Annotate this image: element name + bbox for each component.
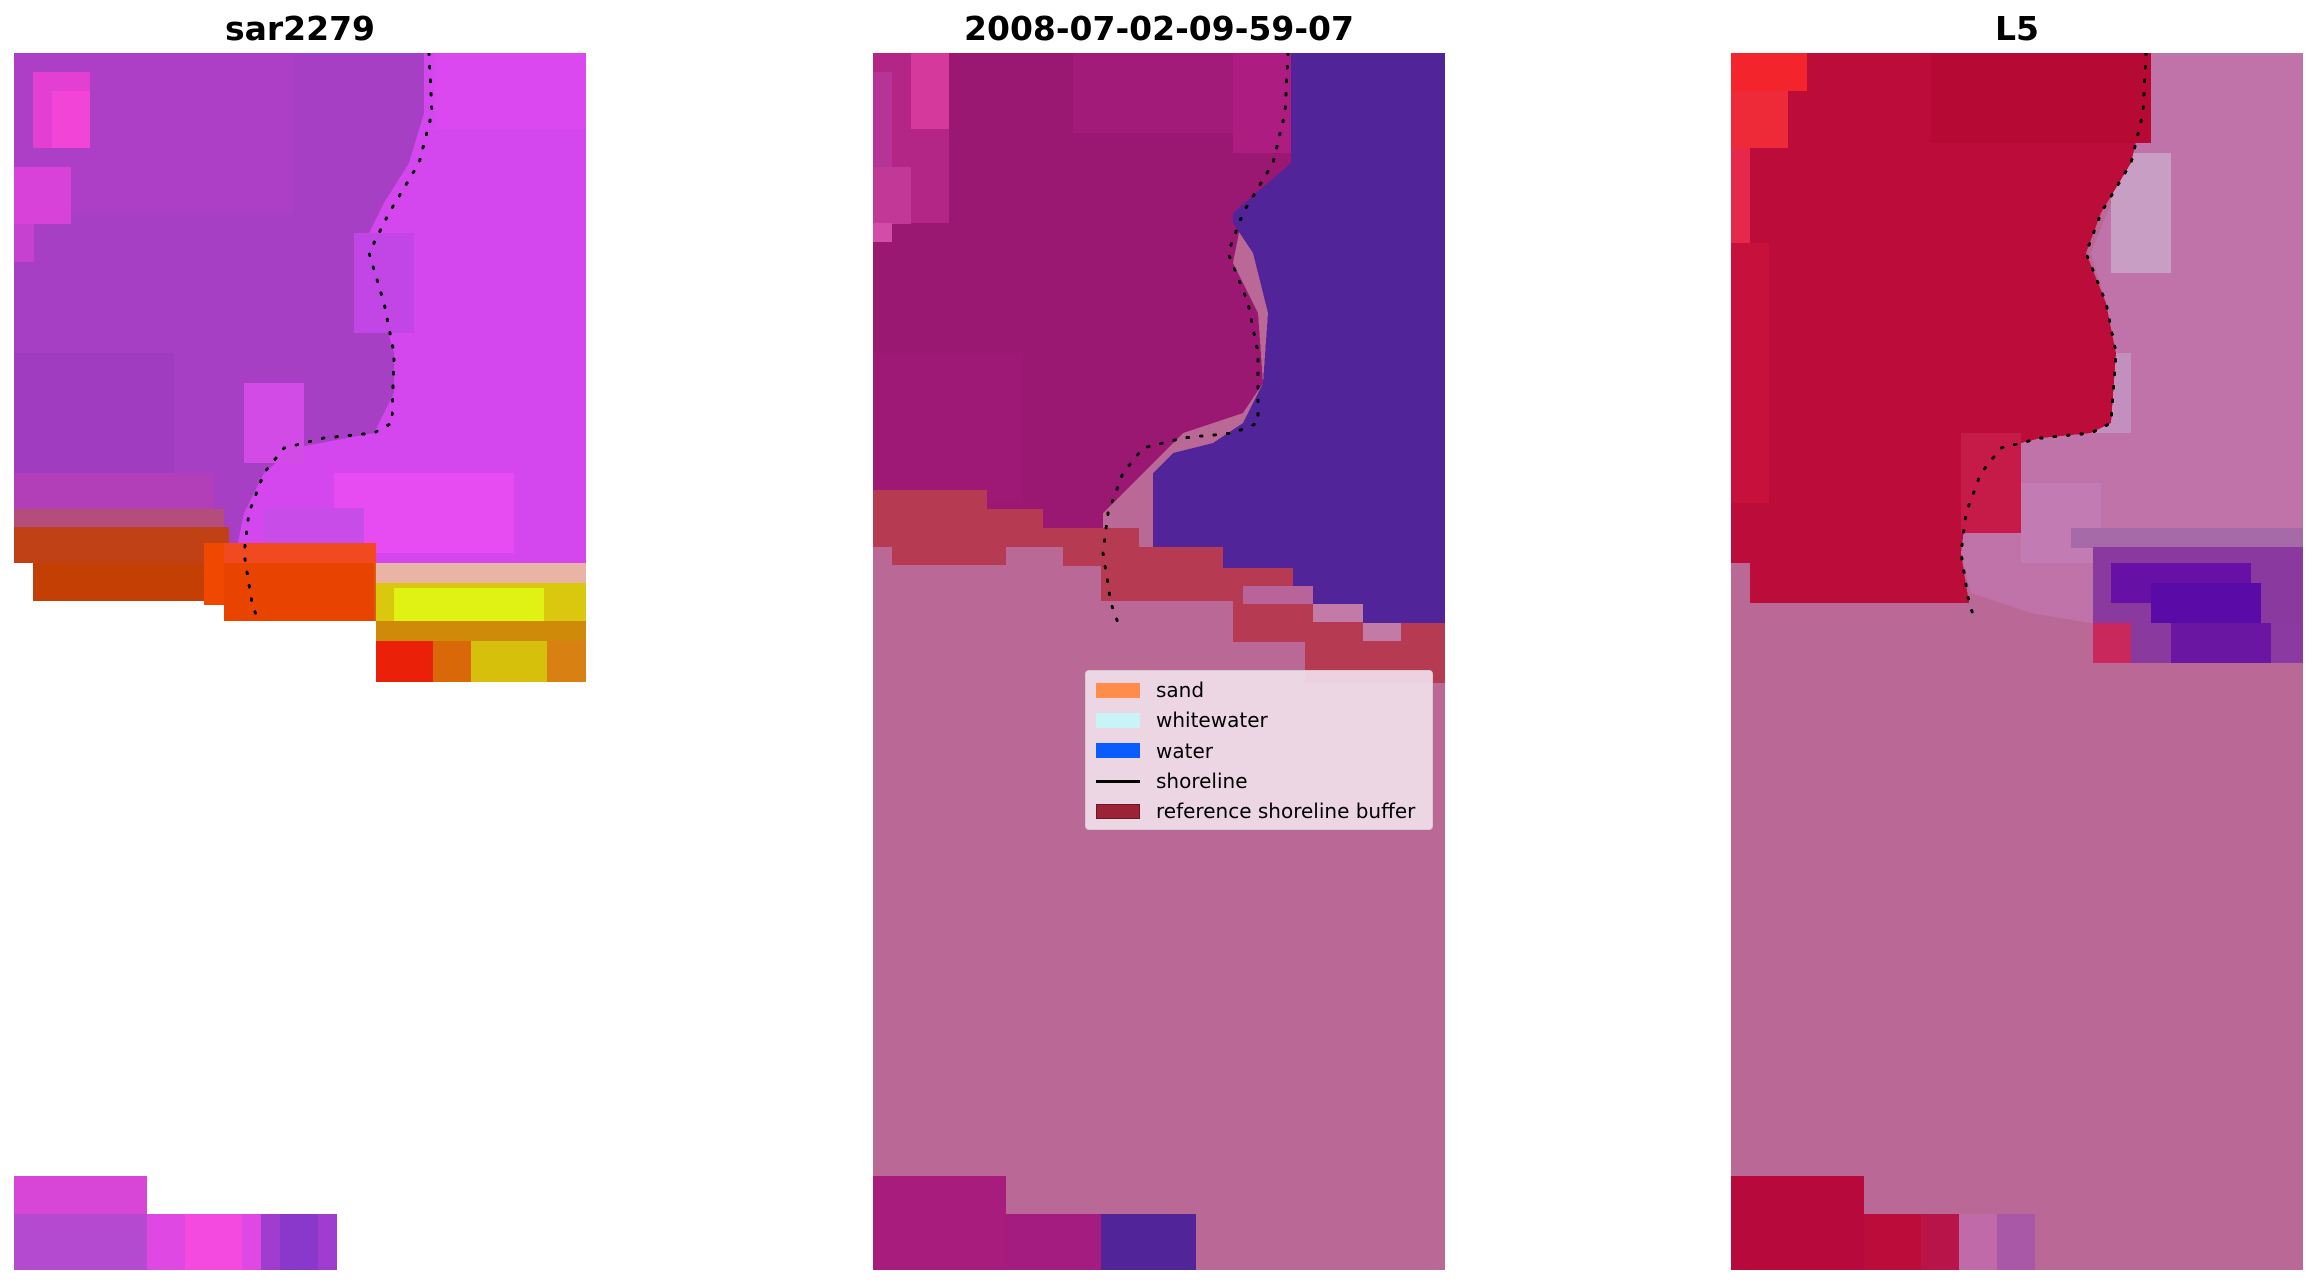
classified-buffer-area <box>873 490 1445 683</box>
index-image-panel <box>1731 53 2303 1270</box>
panel-title-classified: 2008-07-02-09-59-07 <box>964 9 1354 48</box>
sar-bottom-strip <box>14 1176 337 1270</box>
classified-bottom-strip <box>873 1176 1196 1270</box>
sand-swatch <box>1096 682 1140 698</box>
classified-image-panel <box>873 53 1445 1270</box>
legend-item-sand: sand <box>1096 675 1422 705</box>
legend-label-water: water <box>1156 738 1213 763</box>
legend: sand whitewater water shoreline referenc… <box>1085 670 1433 830</box>
sar-shoreline <box>242 53 434 625</box>
legend-item-shoreline: shoreline <box>1096 766 1422 796</box>
classified-image <box>873 53 1445 1270</box>
legend-item-whitewater: whitewater <box>1096 705 1422 735</box>
index-deep-water-patch <box>2071 528 2303 663</box>
index-land-area <box>1731 53 2151 603</box>
reference-buffer-swatch <box>1096 803 1140 819</box>
legend-label-reference-buffer: reference shoreline buffer <box>1156 799 1416 824</box>
legend-item-reference-buffer: reference shoreline buffer <box>1096 796 1422 826</box>
sar-sand-strip <box>14 509 399 621</box>
sar-image-panel <box>14 53 586 1270</box>
whitewater-swatch <box>1096 712 1140 728</box>
index-image <box>1731 53 2303 1270</box>
classified-land-area <box>873 53 1291 548</box>
water-swatch <box>1096 743 1140 759</box>
sar-image <box>14 53 586 1270</box>
sar-bright-patch <box>376 563 586 682</box>
legend-item-water: water <box>1096 736 1422 766</box>
index-shoreline <box>1959 53 2148 625</box>
legend-label-sand: sand <box>1156 678 1205 703</box>
legend-label-whitewater: whitewater <box>1156 708 1268 733</box>
classified-water-area <box>1153 53 1445 623</box>
legend-label-shoreline: shoreline <box>1156 769 1248 794</box>
panel-title-sar: sar2279 <box>224 9 376 48</box>
panel-title-index: L5 <box>1995 9 2039 48</box>
shoreline-line-icon <box>1096 779 1140 783</box>
index-bottom-strip <box>1731 1176 2035 1270</box>
sar-nodata-area <box>14 563 586 1270</box>
